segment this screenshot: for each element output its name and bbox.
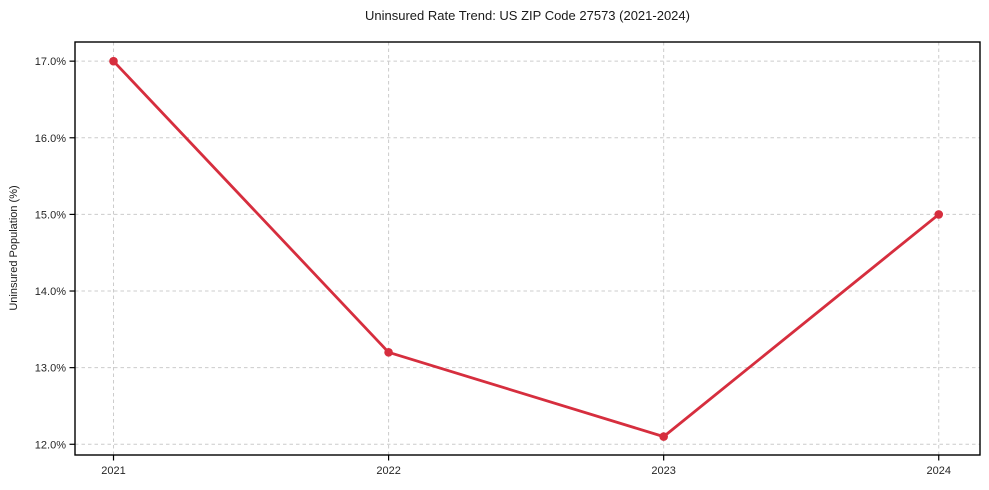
y-tick-label: 14.0% [35, 286, 66, 298]
x-tick-label: 2024 [926, 465, 950, 477]
x-tick-label: 2023 [651, 465, 675, 477]
y-tick-label: 17.0% [35, 56, 66, 68]
plot-frame [74, 41, 981, 456]
data-point-marker [109, 56, 118, 66]
data-point-marker [934, 210, 944, 219]
data-point-marker [384, 348, 393, 357]
trend-line [112, 59, 941, 439]
y-tick-label: 12.0% [35, 439, 66, 451]
y-tick-label: 15.0% [35, 209, 66, 221]
x-tick-label: 2022 [376, 465, 400, 477]
chart-title: Uninsured Rate Trend: US ZIP Code 27573 … [365, 8, 690, 23]
data-point-marker [659, 432, 668, 441]
y-tick-label: 13.0% [35, 363, 66, 375]
y-axis-label: Uninsured Population (%) [8, 185, 20, 311]
y-tick-label: 16.0% [35, 133, 66, 145]
x-tick-label: 2021 [101, 465, 125, 477]
